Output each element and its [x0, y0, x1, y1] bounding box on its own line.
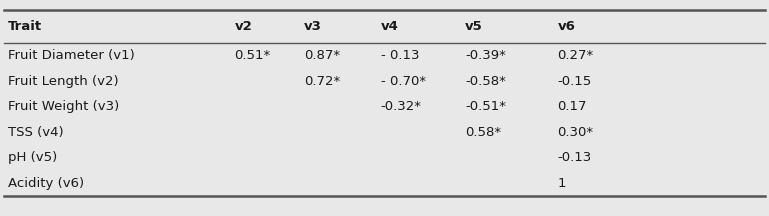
Text: Fruit Weight (v3): Fruit Weight (v3): [8, 100, 119, 113]
Text: Acidity (v6): Acidity (v6): [8, 177, 84, 190]
Text: 0.30*: 0.30*: [558, 126, 594, 139]
Text: v2: v2: [235, 20, 252, 33]
Text: - 0.13: - 0.13: [381, 49, 419, 62]
Text: TSS (v4): TSS (v4): [8, 126, 63, 139]
Text: Trait: Trait: [8, 20, 42, 33]
Text: - 0.70*: - 0.70*: [381, 75, 426, 88]
Text: -0.58*: -0.58*: [465, 75, 506, 88]
Text: v5: v5: [465, 20, 483, 33]
Text: -0.51*: -0.51*: [465, 100, 506, 113]
Text: v3: v3: [304, 20, 321, 33]
Text: 1: 1: [558, 177, 566, 190]
Text: -0.39*: -0.39*: [465, 49, 506, 62]
Text: 0.87*: 0.87*: [304, 49, 340, 62]
Text: v6: v6: [558, 20, 575, 33]
Text: Fruit Diameter (v1): Fruit Diameter (v1): [8, 49, 135, 62]
Text: 0.72*: 0.72*: [304, 75, 340, 88]
Text: 0.51*: 0.51*: [235, 49, 271, 62]
Text: 0.17: 0.17: [558, 100, 587, 113]
Text: Fruit Length (v2): Fruit Length (v2): [8, 75, 118, 88]
Text: -0.15: -0.15: [558, 75, 592, 88]
Text: pH (v5): pH (v5): [8, 151, 57, 164]
Text: 0.27*: 0.27*: [558, 49, 594, 62]
Text: v4: v4: [381, 20, 398, 33]
Text: 0.58*: 0.58*: [465, 126, 501, 139]
Text: -0.13: -0.13: [558, 151, 592, 164]
Text: -0.32*: -0.32*: [381, 100, 421, 113]
